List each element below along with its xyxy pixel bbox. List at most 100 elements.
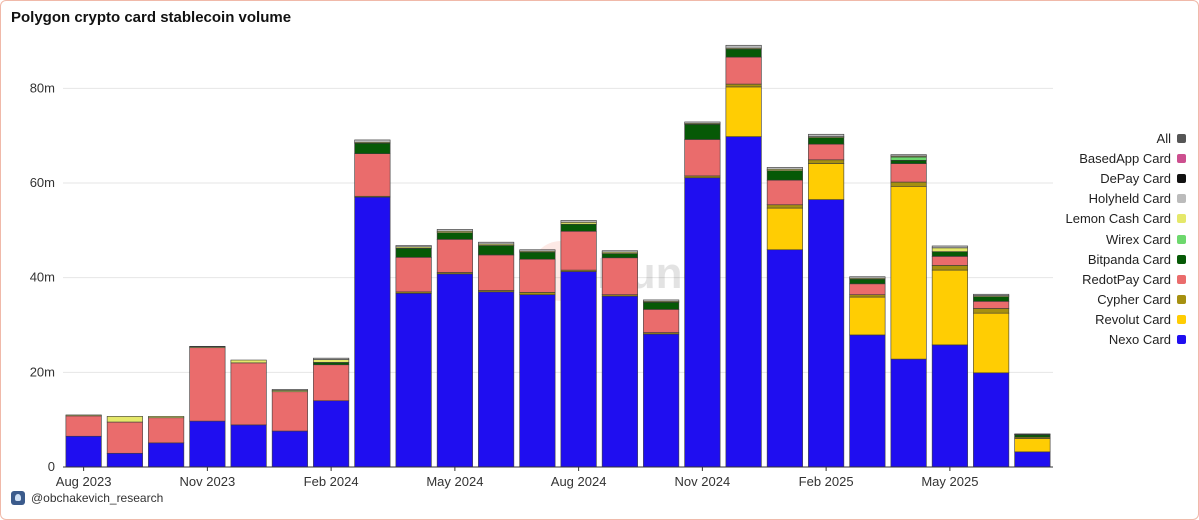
bar-segment-redotpay-card [684,139,721,177]
legend-item-wirex-card[interactable]: Wirex Card [1106,229,1186,249]
bar-segment-holyheld-card [354,139,391,143]
bar-segment-nexo-card [931,344,968,468]
bar-segment-nexo-card [148,442,185,468]
bar-segment-cypher-card [808,159,845,164]
bar-segment-redotpay-card [808,143,845,161]
bar-segment-redotpay-card [106,421,143,454]
bar-segment-holyheld-card [973,293,1010,296]
legend-item-depay-card[interactable]: DePay Card [1100,168,1186,188]
bar-segment-holyheld-card [271,389,308,391]
bar-segment-bitpanda-card [1014,434,1051,438]
legend-label: All [1156,130,1171,146]
bar-segment-nexo-card [601,295,638,468]
bar-segment-revolut-card [766,207,803,251]
chart-title: Polygon crypto card stablecoin volume [11,9,292,26]
legend-swatch [1177,234,1186,244]
bar-segment-revolut-card [849,296,886,336]
legend-label: Wirex Card [1105,231,1171,247]
bar-segment-nexo-card [725,136,762,468]
bar-segment-redotpay-card [931,256,968,266]
legend-item-revolut-card[interactable]: Revolut Card [1095,310,1186,330]
legend-item-all[interactable]: All [1157,128,1186,148]
legend-label: RedotPay Card [1082,271,1171,287]
x-tick-label: Feb 2024 [304,474,359,489]
bar-segment-cypher-card [931,265,968,271]
bar-segment-holyheld-card [808,133,845,137]
bar-segment-nexo-card [478,291,515,468]
legend-label: DePay Card [1100,170,1171,186]
bar-segment-bitpanda-card [395,248,432,258]
bar-segment-bitpanda-card [601,253,638,259]
bar-segment-bitpanda-card [684,124,721,140]
chart-legend: All BasedApp Card DePay Card Holyheld Card L… [1065,128,1186,350]
bar-segment-holyheld-card [436,229,473,232]
legend-swatch [1177,254,1186,264]
bar-segment-bitpanda-card [643,301,680,310]
bar-segment-nexo-card [849,334,886,468]
bar-segment-nexo-card [1014,451,1051,468]
bar-segment-holyheld-card [890,154,927,157]
bar-segment-holyheld-card [313,357,350,360]
y-tick-label: 20m [30,364,55,379]
bar-segment-holyheld-card [560,220,597,223]
bar-segment-bitpanda-card [436,232,473,240]
x-tick-label: Feb 2025 [799,474,854,489]
author-handle: @obchakevich_research [31,491,164,505]
bar-segment-cypher-card [725,83,762,88]
bar-segment-nexo-card [560,271,597,468]
bar-segment-lemon-cash-card [65,414,102,417]
legend-item-cypher-card[interactable]: Cypher Card [1097,290,1186,310]
bar-segment-holyheld-card [189,345,226,348]
bar-segment-holyheld-card [849,276,886,279]
bar-segment-redotpay-card [849,283,886,296]
legend-item-redotpay-card[interactable]: RedotPay Card [1082,269,1186,289]
bar-segment-lemon-cash-card [230,359,267,364]
bar-segment-holyheld-card [931,245,968,249]
bar-segment-bitpanda-card [519,251,556,260]
legend-swatch [1177,194,1186,204]
legend-item-basedapp-card[interactable]: BasedApp Card [1079,148,1186,168]
bar-segment-holyheld-card [519,249,556,252]
legend-item-bitpanda-card[interactable]: Bitpanda Card [1088,249,1186,269]
bar-segment-holyheld-card [766,167,803,170]
x-tick-label: Nov 2023 [180,474,236,489]
legend-label: Nexo Card [1108,332,1171,348]
bar-segment-redotpay-card [148,417,185,444]
x-tick-label: Aug 2024 [551,474,607,489]
bar-segment-bitpanda-card [313,362,350,366]
bar-segment-redotpay-card [271,391,308,432]
bar-segment-redotpay-card [560,230,597,271]
legend-swatch [1177,153,1186,163]
legend-label: Lemon Cash Card [1065,211,1172,227]
bar-segment-redotpay-card [313,364,350,402]
legend-label: Cypher Card [1097,292,1171,308]
x-tick-label: Aug 2023 [56,474,112,489]
bar-segment-nexo-card [973,372,1010,468]
bar-segment-bitpanda-card [849,278,886,285]
y-tick-label: 40m [30,270,55,285]
y-tick-label: 60m [30,175,55,190]
bar-segment-cypher-card [973,308,1010,314]
x-tick-label: May 2024 [426,474,483,489]
legend-item-lemon-cash-card[interactable]: Lemon Cash Card [1065,209,1186,229]
bar-segment-lemon-cash-card [148,416,185,419]
bar-segment-redotpay-card [65,415,102,437]
bar-segment-redotpay-card [230,362,267,426]
legend-swatch [1177,315,1186,325]
bar-segment-bitpanda-card [808,137,845,145]
bar-segment-nexo-card [890,358,927,468]
legend-label: Revolut Card [1095,312,1171,328]
bar-segment-redotpay-card [766,179,803,206]
legend-item-nexo-card[interactable]: Nexo Card [1109,330,1186,350]
y-tick-label: 0 [48,459,55,474]
bar-segment-holyheld-card [601,250,638,253]
bar-segment-cypher-card [849,294,886,298]
legend-item-holyheld-card[interactable]: Holyheld Card [1089,189,1186,209]
legend-swatch [1177,295,1186,305]
legend-swatch [1177,274,1186,284]
bar-segment-redotpay-card [395,257,432,293]
legend-label: Bitpanda Card [1087,251,1171,267]
bar-segment-redotpay-card [354,153,391,197]
